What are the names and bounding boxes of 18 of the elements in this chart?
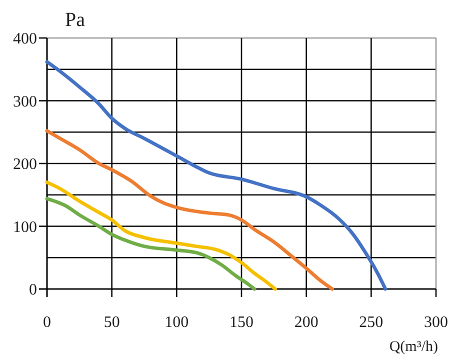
y-tick-label: 100: [13, 218, 37, 236]
x-tick-label: 200: [294, 314, 318, 331]
x-tick-label: 50: [104, 314, 120, 331]
x-tick-label: 150: [230, 314, 254, 331]
y-tick-label: 0: [29, 282, 37, 299]
x-tick-label: 300: [424, 314, 448, 331]
x-axis-title: Q(m³/h): [389, 339, 438, 355]
x-tick-label: 100: [164, 314, 189, 331]
line-series: [45, 180, 277, 291]
line-series: [45, 60, 388, 291]
x-tick-label: 250: [359, 314, 384, 331]
x-tick-label: 0: [43, 314, 51, 331]
y-tick-label: 300: [13, 93, 37, 110]
y-tick-label: 200: [13, 156, 37, 174]
y-tick-label: 400: [13, 30, 37, 48]
line-series: [45, 196, 256, 291]
y-axis-title: Pa: [65, 9, 86, 31]
line-series: [45, 129, 334, 291]
